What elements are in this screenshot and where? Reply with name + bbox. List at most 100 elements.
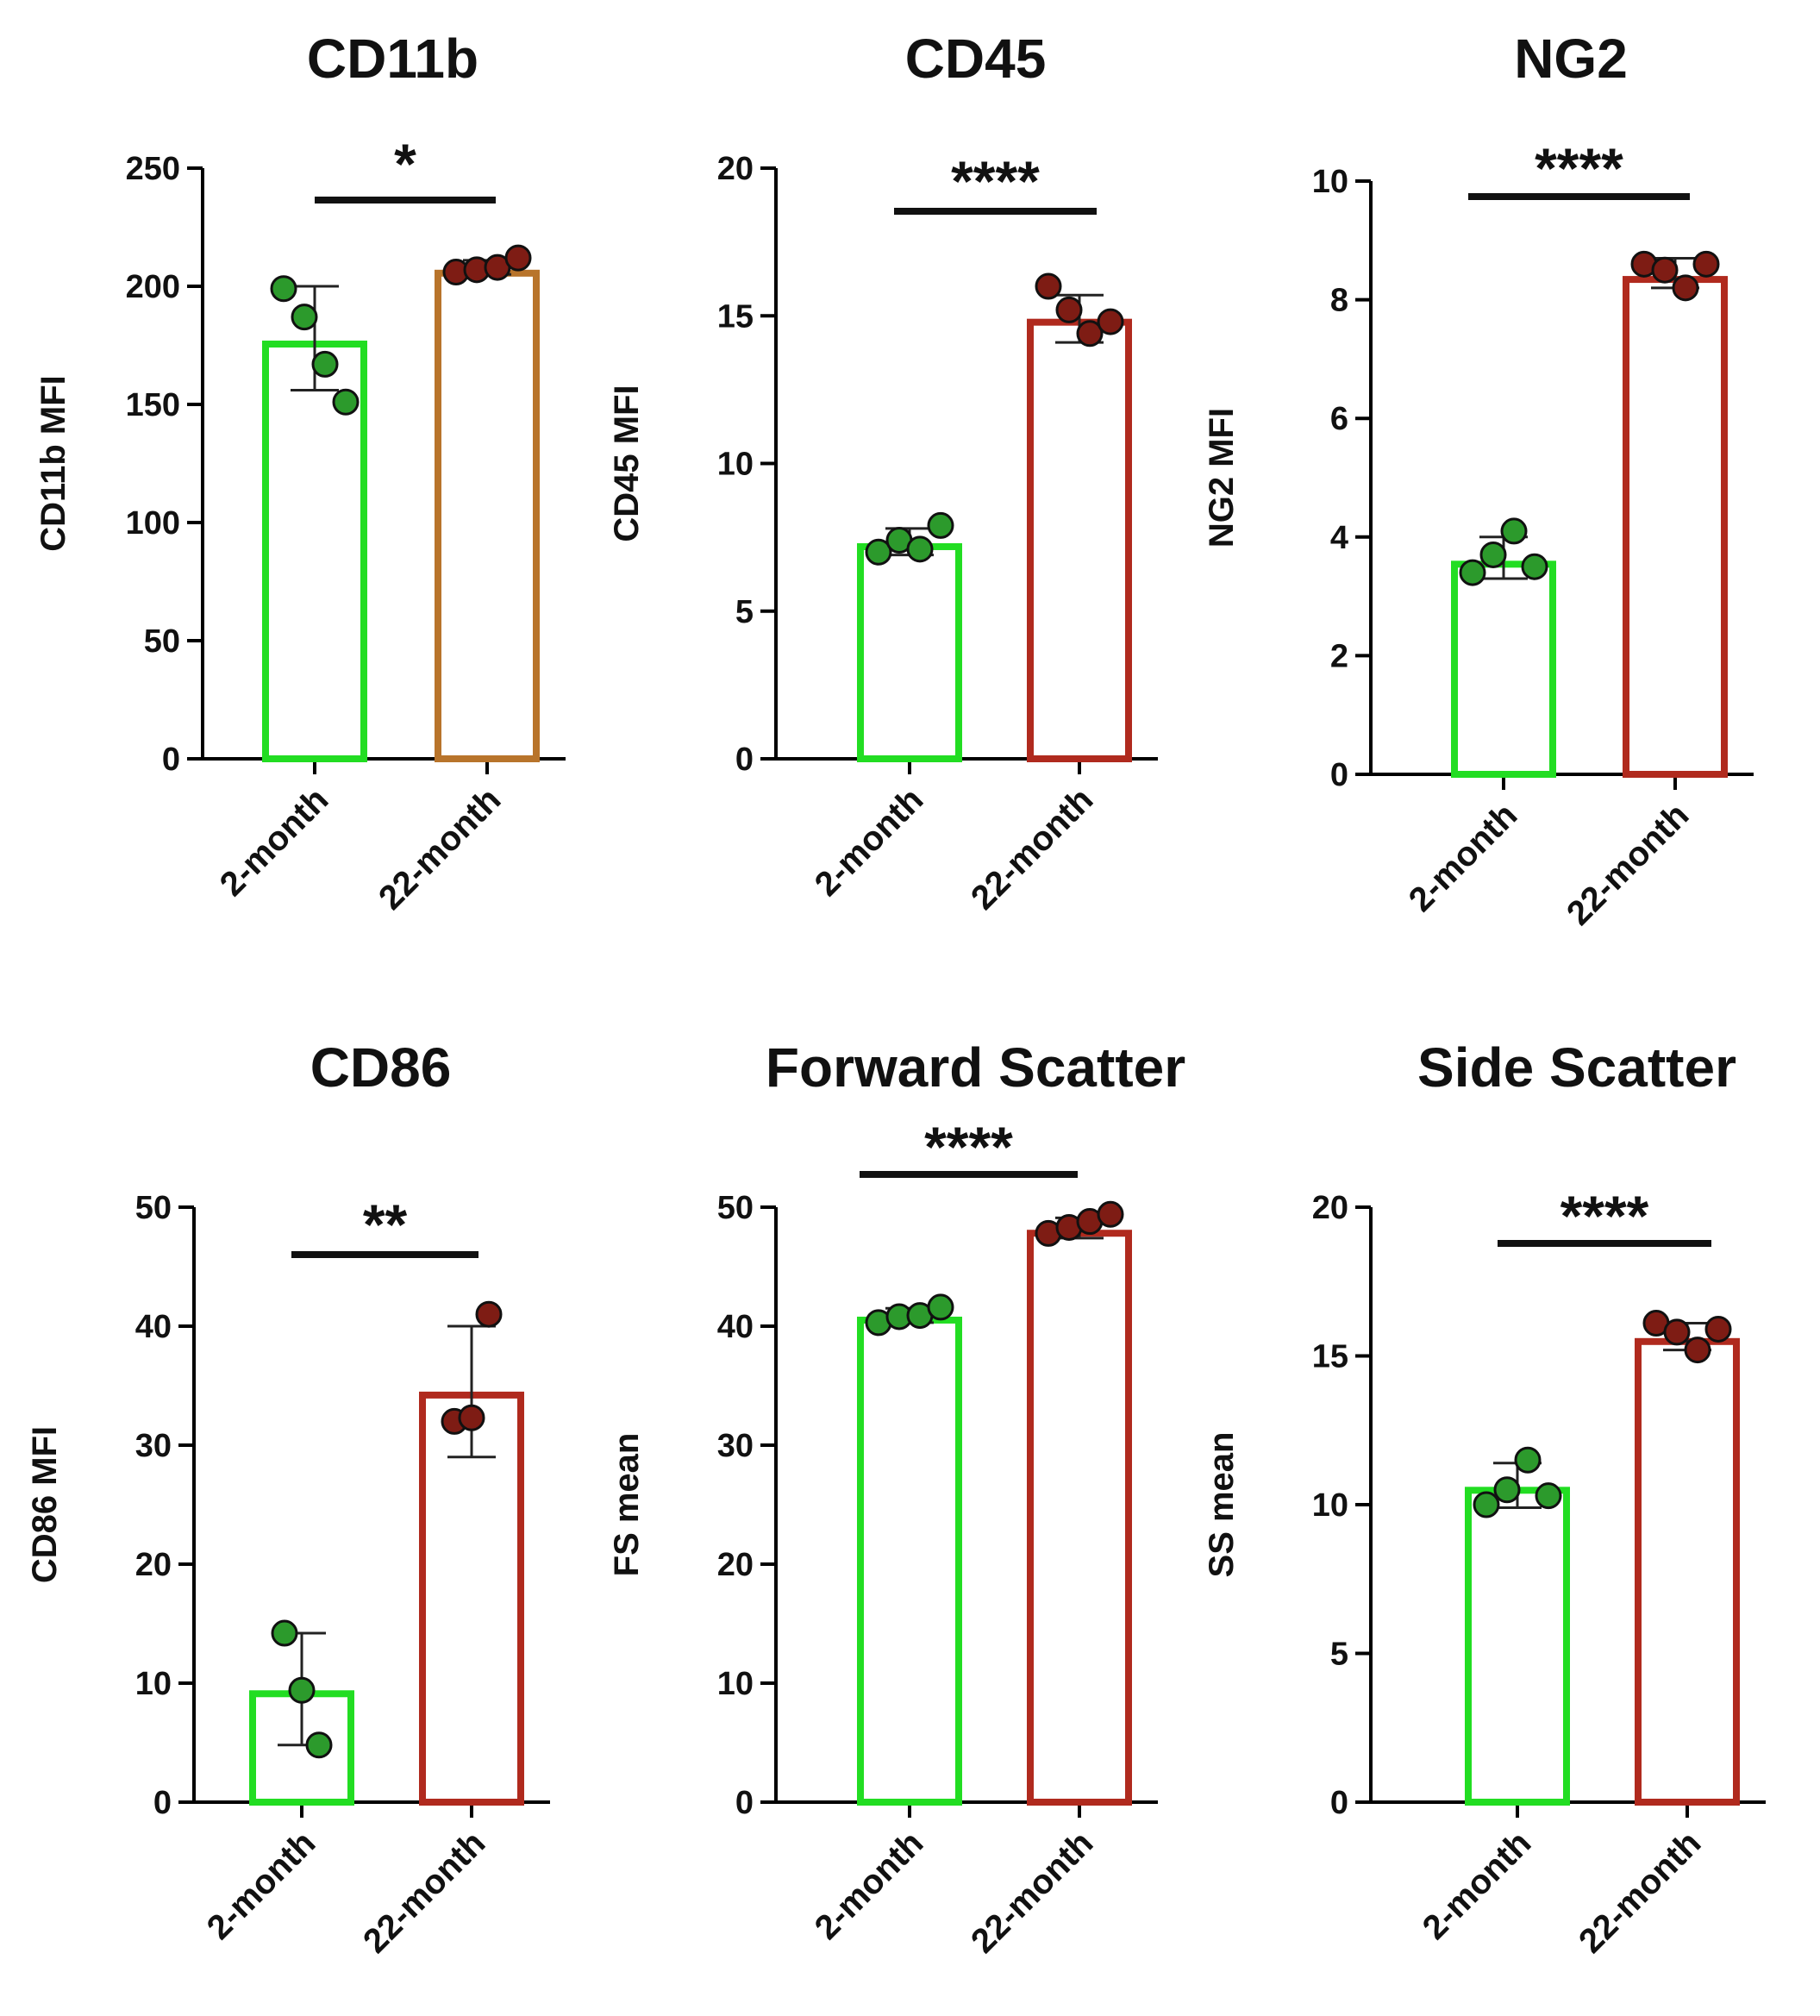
y-axis-label: FS mean bbox=[608, 1433, 646, 1577]
bar-2-month bbox=[857, 1316, 962, 1806]
y-axis-label: CD86 MFI bbox=[26, 1426, 64, 1583]
y-tick-label: 10 bbox=[1312, 164, 1348, 200]
y-tick-label: 4 bbox=[1330, 520, 1348, 556]
data-point bbox=[1097, 308, 1124, 335]
bar-22-month bbox=[1027, 318, 1132, 762]
data-point bbox=[906, 535, 934, 563]
x-category-label: 22-month bbox=[964, 780, 1100, 917]
data-point bbox=[1672, 274, 1699, 302]
data-point bbox=[1500, 517, 1528, 545]
x-category-label: 22-month bbox=[356, 1824, 492, 1960]
data-point bbox=[927, 1293, 954, 1321]
data-point bbox=[270, 275, 297, 303]
y-tick-label: 50 bbox=[717, 1190, 754, 1226]
chart-panel-3: NG2 NG2 MFI 0 2 4 6 8 10 2-month 22-month **** bbox=[1203, 28, 1754, 933]
y-tick-label: 250 bbox=[126, 151, 180, 187]
significance-stars: **** bbox=[951, 149, 1040, 213]
y-tick-label: 0 bbox=[1330, 1785, 1348, 1821]
data-point bbox=[1663, 1318, 1691, 1346]
chart-panel-2: CD45 CD45 MFI 0 5 10 15 20 2-month 22-month **** bbox=[608, 28, 1158, 917]
chart-panel-1: CD11b CD11b MFI 0 50 100 150 200 250 2-month 22-m… bbox=[34, 28, 566, 917]
x-category-label: 22-month bbox=[964, 1824, 1100, 1960]
data-point bbox=[288, 1676, 316, 1704]
significance-stars: ** bbox=[363, 1193, 408, 1256]
x-category-label: 22-month bbox=[1572, 1824, 1708, 1960]
y-tick-label: 2 bbox=[1330, 638, 1348, 674]
data-point bbox=[1684, 1337, 1711, 1364]
y-tick-label: 50 bbox=[135, 1190, 172, 1226]
bar-22-month bbox=[1027, 1230, 1132, 1806]
y-tick-label: 40 bbox=[717, 1309, 754, 1345]
significance-stars: **** bbox=[924, 1115, 1013, 1179]
data-point bbox=[927, 511, 954, 539]
data-point bbox=[1493, 1476, 1521, 1504]
data-point bbox=[1459, 559, 1486, 586]
data-point bbox=[271, 1619, 298, 1647]
data-point bbox=[1076, 320, 1104, 347]
y-tick-label: 0 bbox=[162, 742, 180, 778]
chart-panel-6: Side Scatter SS mean 0 5 10 15 20 2-month 22-mon… bbox=[1203, 1036, 1766, 1961]
chart-title: CD86 bbox=[310, 1036, 452, 1099]
y-tick-label: 0 bbox=[735, 1785, 754, 1821]
y-axis-label: SS mean bbox=[1203, 1432, 1241, 1578]
data-point bbox=[1514, 1446, 1542, 1474]
data-point bbox=[1055, 296, 1083, 323]
chart-title: Forward Scatter bbox=[766, 1036, 1185, 1099]
y-tick-label: 20 bbox=[717, 1547, 754, 1583]
bar-22-month bbox=[1635, 1337, 1740, 1806]
y-tick-label: 20 bbox=[1312, 1190, 1348, 1226]
y-tick-label: 10 bbox=[1312, 1487, 1348, 1524]
y-tick-label: 0 bbox=[153, 1785, 172, 1821]
y-tick-label: 15 bbox=[717, 298, 754, 335]
y-tick-label: 8 bbox=[1330, 283, 1348, 319]
bar-2-month bbox=[857, 542, 962, 762]
chart-title: Side Scatter bbox=[1417, 1036, 1736, 1099]
data-point bbox=[332, 388, 360, 416]
y-tick-label: 30 bbox=[135, 1428, 172, 1464]
data-point bbox=[1521, 553, 1548, 580]
y-tick-label: 5 bbox=[1330, 1637, 1348, 1673]
bar-2-month bbox=[1465, 1487, 1570, 1806]
x-category-label: 2-month bbox=[1402, 796, 1525, 919]
chart-title: CD11b bbox=[307, 28, 478, 90]
y-tick-label: 40 bbox=[135, 1309, 172, 1345]
x-category-label: 2-month bbox=[213, 780, 336, 904]
significance-stars: **** bbox=[1560, 1184, 1649, 1248]
y-tick-label: 0 bbox=[735, 742, 754, 778]
data-point bbox=[305, 1731, 333, 1759]
data-point bbox=[1651, 256, 1679, 284]
data-point bbox=[458, 1404, 485, 1431]
data-point bbox=[1704, 1315, 1732, 1343]
x-category-label: 2-month bbox=[808, 1824, 931, 1947]
y-tick-label: 100 bbox=[126, 505, 180, 542]
chart-panel-5: Forward Scatter FS mean 0 10 20 30 40 50 2-month… bbox=[608, 1036, 1185, 1961]
data-point bbox=[291, 304, 318, 331]
y-tick-label: 20 bbox=[135, 1547, 172, 1583]
significance-stars: **** bbox=[1535, 136, 1623, 200]
bar-22-month bbox=[1623, 276, 1728, 778]
x-category-label: 22-month bbox=[1560, 796, 1696, 932]
y-tick-label: 200 bbox=[126, 269, 180, 305]
y-tick-label: 10 bbox=[717, 447, 754, 483]
x-category-label: 2-month bbox=[200, 1824, 323, 1947]
y-tick-label: 5 bbox=[735, 594, 754, 630]
x-category-label: 2-month bbox=[808, 780, 931, 904]
data-point bbox=[1097, 1200, 1124, 1228]
data-point bbox=[1473, 1491, 1500, 1518]
significance-stars: * bbox=[394, 132, 416, 196]
y-tick-label: 150 bbox=[126, 387, 180, 423]
y-axis-label: NG2 MFI bbox=[1203, 408, 1241, 548]
y-tick-label: 0 bbox=[1330, 757, 1348, 793]
data-point bbox=[865, 538, 892, 566]
data-point bbox=[475, 1300, 503, 1328]
data-point bbox=[1535, 1482, 1562, 1510]
y-axis-label: CD45 MFI bbox=[608, 385, 646, 542]
y-tick-label: 6 bbox=[1330, 401, 1348, 437]
y-tick-label: 50 bbox=[144, 623, 180, 660]
y-tick-label: 20 bbox=[717, 151, 754, 187]
data-point bbox=[1692, 250, 1720, 278]
y-tick-label: 15 bbox=[1312, 1339, 1348, 1375]
y-axis-label: CD11b MFI bbox=[34, 375, 72, 551]
chart-title: CD45 bbox=[905, 28, 1047, 90]
